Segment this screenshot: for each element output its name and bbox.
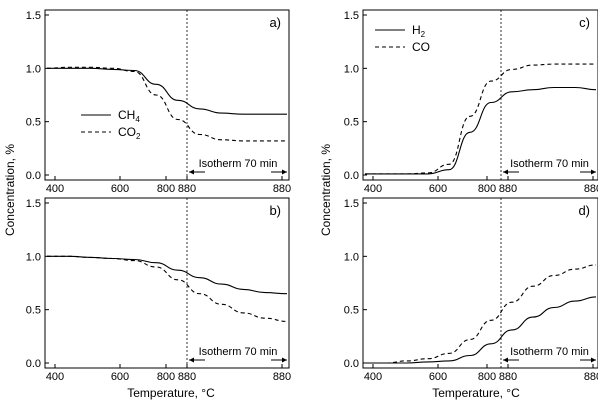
x-tick-label: 880 bbox=[499, 371, 517, 383]
x-tick-label: 880 bbox=[178, 183, 196, 195]
y-tick-label: 0.0 bbox=[26, 170, 41, 182]
y-tick-label: 1.0 bbox=[344, 63, 359, 75]
y-tick-label: 1.5 bbox=[344, 10, 359, 22]
x-tick-label: 600 bbox=[429, 183, 447, 195]
isotherm-arrowhead-left bbox=[189, 357, 194, 363]
y-tick-label: 1.0 bbox=[26, 251, 41, 263]
legend-label: CO2 bbox=[118, 125, 141, 141]
plot-frame bbox=[44, 197, 290, 369]
x-tick-label: 880 bbox=[273, 183, 291, 195]
x-tick-label: 880 bbox=[499, 183, 517, 195]
x-tick-label: 800 bbox=[478, 371, 496, 383]
series-line-h2 bbox=[364, 296, 597, 364]
y-tick-label: 0.0 bbox=[344, 170, 359, 182]
x-tick-label: 800 bbox=[157, 371, 175, 383]
x-tick-label: 400 bbox=[364, 371, 382, 383]
y-tick-label: 0.5 bbox=[344, 117, 359, 129]
y-tick-label: 0.5 bbox=[344, 305, 359, 317]
isotherm-arrowhead-left bbox=[503, 357, 508, 363]
x-tick-label: 880 bbox=[273, 371, 291, 383]
isotherm-label: Isotherm 70 min bbox=[199, 158, 278, 170]
legend-label: CH4 bbox=[118, 108, 140, 124]
x-tick-label: 400 bbox=[364, 183, 382, 195]
y-tick-label: 0.5 bbox=[26, 305, 41, 317]
y-tick-label: 1.5 bbox=[344, 198, 359, 210]
plot-frame bbox=[44, 9, 290, 181]
series-line-co bbox=[364, 264, 597, 364]
x-tick-label: 880 bbox=[178, 371, 196, 383]
series-line-co2 bbox=[46, 66, 287, 142]
x-tick-label: 600 bbox=[111, 183, 129, 195]
plot-frame bbox=[362, 9, 598, 181]
isotherm-label: Isotherm 70 min bbox=[510, 158, 589, 170]
x-tick-label: 600 bbox=[429, 371, 447, 383]
series-line-co bbox=[365, 63, 596, 175]
isotherm-arrowhead-right bbox=[282, 357, 287, 363]
isotherm-arrowhead-left bbox=[503, 169, 508, 175]
legend-label: CO bbox=[412, 40, 430, 54]
y-axis-label-left: Concentration, % bbox=[3, 144, 17, 236]
x-tick-label: 400 bbox=[46, 183, 64, 195]
isotherm-arrowhead-right bbox=[282, 169, 287, 175]
series-line-h2 bbox=[365, 86, 597, 175]
y-tick-label: 1.5 bbox=[26, 198, 41, 210]
x-tick-label: 600 bbox=[111, 371, 129, 383]
isotherm-arrowhead-right bbox=[591, 357, 596, 363]
series-line-ch4 bbox=[46, 67, 287, 115]
y-tick-label: 0.0 bbox=[344, 358, 359, 370]
y-axis-label-right: Concentration, % bbox=[319, 144, 333, 236]
isotherm-arrowhead-left bbox=[189, 169, 194, 175]
y-tick-label: 1.0 bbox=[344, 251, 359, 263]
y-tick-label: 0.5 bbox=[26, 117, 41, 129]
panel-label: c) bbox=[579, 15, 590, 30]
y-tick-label: 1.5 bbox=[26, 10, 41, 22]
isotherm-arrowhead-right bbox=[591, 169, 596, 175]
plot-frame bbox=[362, 197, 598, 369]
x-tick-label: 400 bbox=[46, 371, 64, 383]
x-axis-label-right: Temperature, °C bbox=[432, 386, 520, 400]
isotherm-label: Isotherm 70 min bbox=[510, 346, 589, 358]
legend-label: H2 bbox=[412, 23, 426, 39]
x-tick-label: 800 bbox=[157, 183, 175, 195]
panel-label: a) bbox=[269, 15, 281, 30]
x-tick-label: 800 bbox=[478, 183, 496, 195]
x-axis-label-left: Temperature, °C bbox=[127, 386, 215, 400]
panel-label: d) bbox=[578, 203, 590, 218]
panel-label: b) bbox=[269, 203, 281, 218]
x-tick-label: 880 bbox=[584, 183, 598, 195]
y-tick-label: 0.0 bbox=[26, 358, 41, 370]
series-line-ch4 bbox=[47, 255, 288, 295]
y-tick-label: 1.0 bbox=[26, 63, 41, 75]
isotherm-label: Isotherm 70 min bbox=[199, 346, 278, 358]
x-tick-label: 880 bbox=[584, 371, 598, 383]
